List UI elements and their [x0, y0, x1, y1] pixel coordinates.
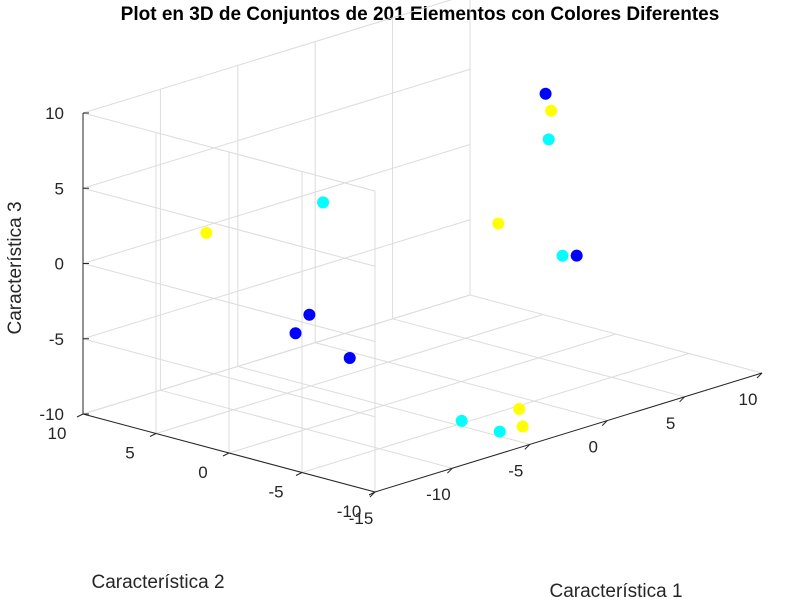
data-point [317, 196, 330, 209]
data-point [303, 308, 316, 321]
z-tick-label: 0 [55, 255, 64, 274]
grid [82, 0, 763, 493]
data-point [493, 425, 506, 438]
x-axis-line [374, 372, 763, 493]
chart-title: Plot en 3D de Conjuntos de 201 Elementos… [121, 4, 720, 25]
y-tick-label: 0 [198, 463, 207, 482]
y-tick-mark [368, 491, 376, 496]
data-points [200, 87, 583, 438]
y-tick-label: -10 [337, 502, 362, 521]
grid-line [228, 333, 617, 454]
data-point [289, 327, 302, 340]
x-tick-label: -10 [426, 485, 451, 504]
data-point [542, 133, 555, 146]
grid-line [82, 144, 471, 264]
grid-line [155, 314, 544, 434]
z-tick-label: -5 [49, 330, 64, 349]
z-tick-label: 10 [45, 104, 64, 123]
x-tick-mark [524, 444, 531, 450]
grid-line [82, 294, 471, 415]
x-tick-label: -15 [349, 509, 374, 528]
data-point [545, 104, 558, 117]
x-tick-label: 5 [666, 414, 675, 433]
y-tick-mark [295, 472, 303, 476]
data-point [200, 226, 213, 239]
grid-line [82, 263, 376, 342]
z-tick-label: -10 [39, 405, 64, 424]
z-tick-label: 5 [55, 179, 64, 198]
data-point [343, 352, 356, 365]
y-axis-label: Característica 2 [91, 572, 224, 593]
grid-line [82, 338, 376, 418]
data-point [455, 414, 468, 427]
x-tick-mark [447, 467, 453, 474]
data-point [516, 420, 529, 433]
x-tick-label: 10 [739, 390, 758, 409]
x-axis-label: Característica 1 [549, 581, 682, 602]
x-tick-mark [601, 420, 608, 426]
grid-line [301, 353, 690, 473]
grid-line [82, 112, 376, 192]
data-point [539, 87, 552, 100]
z-axis-label: Característica 3 [5, 201, 26, 334]
y-tick-label: 10 [48, 424, 67, 443]
grid-line [82, 0, 453, 114]
y-tick-mark [76, 413, 84, 418]
grid-line [82, 68, 471, 189]
y-tick-label: -5 [268, 483, 283, 502]
x-tick-label: 0 [588, 438, 597, 457]
data-point [556, 249, 569, 262]
y-tick-mark [222, 452, 230, 457]
x-tick-mark [679, 396, 685, 403]
y-tick-label: 5 [125, 444, 134, 463]
grid-line [82, 187, 376, 267]
x-tick-label: -5 [508, 461, 523, 480]
data-point [513, 403, 526, 416]
grid-line [82, 219, 471, 340]
y-tick-mark [149, 433, 157, 437]
data-point [492, 217, 505, 230]
x-tick-mark [756, 372, 763, 379]
data-point [570, 249, 583, 262]
